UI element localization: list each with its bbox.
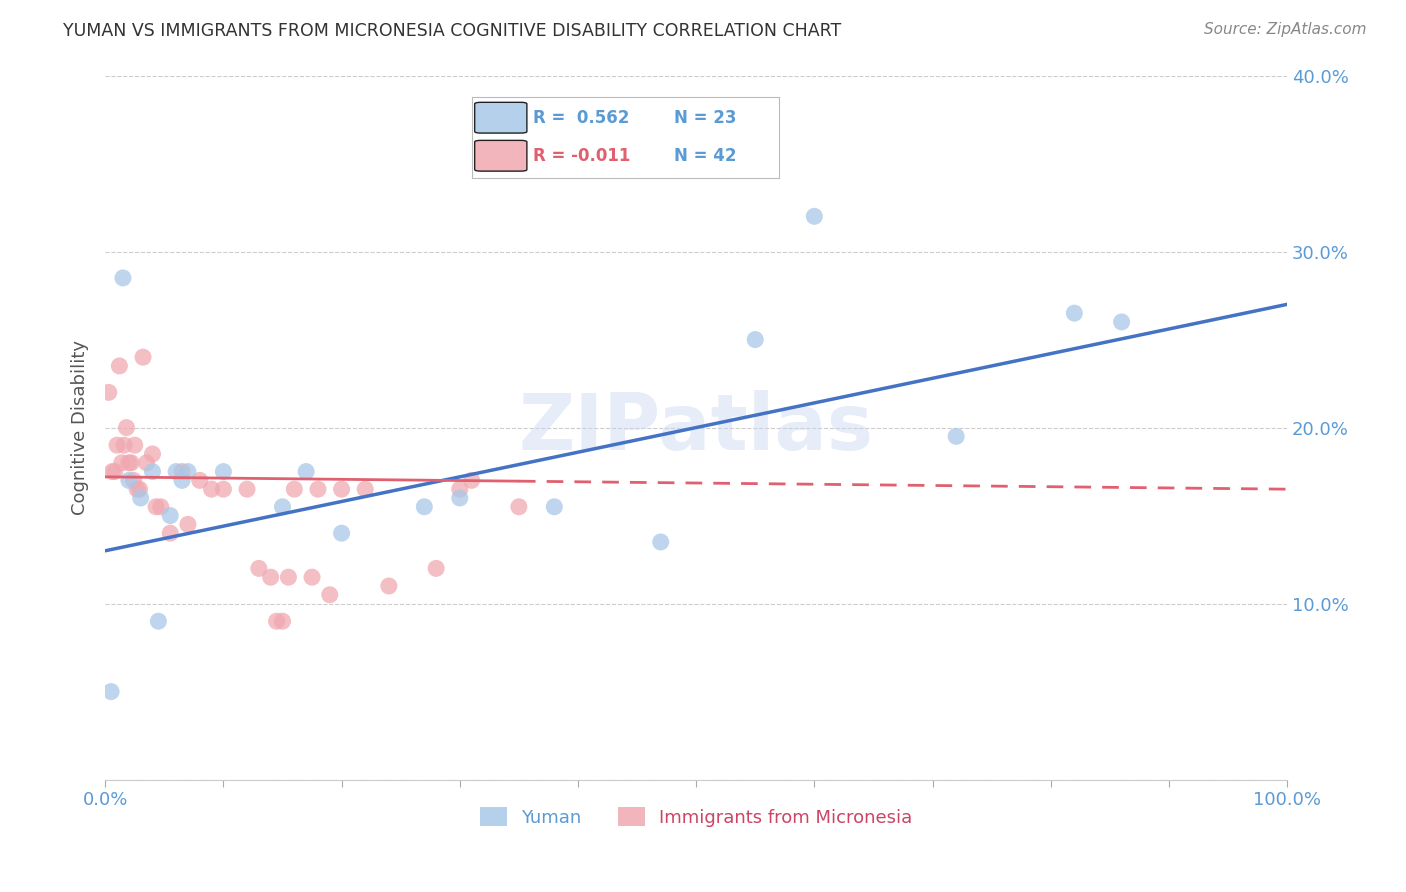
Point [104,465,127,479]
Point [283,482,305,496]
Point [111,456,134,470]
Point [449,491,471,505]
Point [111,271,134,285]
Point [271,500,294,514]
Point [236,482,259,496]
Point [945,429,967,443]
Point [159,526,181,541]
Point [159,508,181,523]
Point [200,482,222,496]
Point [122,474,145,488]
Point [127,482,149,496]
Point [508,500,530,514]
Point [425,561,447,575]
Point [266,614,288,628]
Point [307,482,329,496]
Point [295,465,318,479]
Point [301,570,323,584]
Point [460,474,482,488]
Point [108,359,131,373]
Point [165,465,187,479]
Point [319,588,342,602]
Point [277,570,299,584]
Text: Source: ZipAtlas.com: Source: ZipAtlas.com [1204,22,1367,37]
Point [330,526,353,541]
Point [354,482,377,496]
Point [115,420,138,434]
Point [170,474,193,488]
Point [177,517,200,532]
Point [260,570,283,584]
Point [330,482,353,496]
Point [1063,306,1085,320]
Point [803,210,825,224]
Point [449,482,471,496]
Point [149,500,172,514]
Point [105,438,128,452]
Point [744,333,766,347]
Point [188,474,211,488]
Point [177,465,200,479]
Point [100,684,122,698]
Point [101,465,124,479]
Point [135,456,157,470]
Point [212,482,235,496]
Point [378,579,401,593]
Point [132,350,155,364]
Point [650,535,672,549]
Text: YUMAN VS IMMIGRANTS FROM MICRONESIA COGNITIVE DISABILITY CORRELATION CHART: YUMAN VS IMMIGRANTS FROM MICRONESIA COGN… [63,22,842,40]
Point [145,500,167,514]
Point [1111,315,1133,329]
Legend: Yuman, Immigrants from Micronesia: Yuman, Immigrants from Micronesia [472,800,920,834]
Point [112,438,135,452]
Point [118,474,141,488]
Point [120,456,142,470]
Point [543,500,565,514]
Point [413,500,436,514]
Point [141,465,163,479]
Point [271,614,294,628]
Y-axis label: Cognitive Disability: Cognitive Disability [72,340,89,515]
Point [170,465,193,479]
Point [148,614,170,628]
Point [247,561,270,575]
Point [212,465,235,479]
Text: ZIPatlas: ZIPatlas [519,390,873,466]
Point [124,438,146,452]
Point [128,482,150,496]
Point [129,491,152,505]
Point [97,385,120,400]
Point [118,456,141,470]
Point [141,447,163,461]
